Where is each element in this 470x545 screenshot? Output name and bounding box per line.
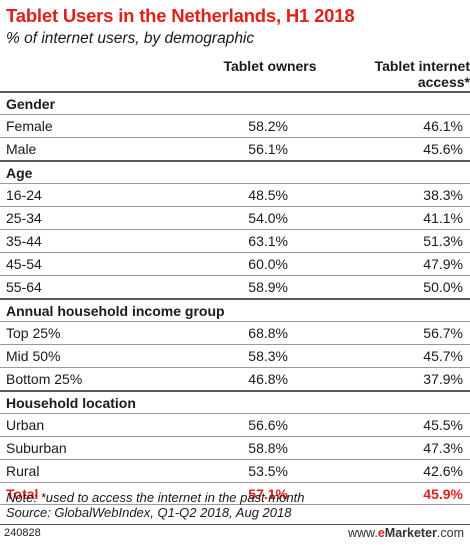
table-row: 35-44 63.1% 51.3% xyxy=(0,229,470,252)
total-row: Total 57.1% 45.9% xyxy=(0,482,470,505)
group-header-row: Age xyxy=(0,160,470,183)
row-label: Urban xyxy=(6,417,45,433)
column-header-tablet-owners: Tablet owners xyxy=(223,58,317,74)
table-row: Female 58.2% 46.1% xyxy=(0,114,470,137)
tablet-internet-access-value: 37.9% xyxy=(423,371,463,387)
tablet-owners-value: 68.8% xyxy=(248,325,288,341)
row-label: Top 25% xyxy=(6,325,61,341)
table-row: Top 25% 68.8% 56.7% xyxy=(0,321,470,344)
tablet-internet-access-value: 38.3% xyxy=(423,187,463,203)
row-label: Female xyxy=(6,118,53,134)
footer-divider xyxy=(0,524,470,525)
tablet-owners-value: 48.5% xyxy=(248,187,288,203)
tablet-internet-access-value: 45.6% xyxy=(423,141,463,157)
group-header-row: Household location xyxy=(0,390,470,413)
row-label: Bottom 25% xyxy=(6,371,83,387)
row-label: 35-44 xyxy=(6,233,42,249)
tablet-internet-access-value: 41.1% xyxy=(423,210,463,226)
tablet-owners-value: 56.6% xyxy=(248,417,288,433)
row-label: 45-54 xyxy=(6,256,42,272)
note-text: Note: *used to access the internet in th… xyxy=(6,490,305,505)
group-label: Gender xyxy=(6,96,56,112)
tablet-owners-value: 53.5% xyxy=(248,463,288,479)
table-row: Urban 56.6% 45.5% xyxy=(0,413,470,436)
tablet-owners-value: 58.2% xyxy=(248,118,288,134)
row-label: 55-64 xyxy=(6,279,42,295)
source-text: Source: GlobalWebIndex, Q1-Q2 2018, Aug … xyxy=(6,505,292,520)
tablet-owners-value: 46.8% xyxy=(248,371,288,387)
tablet-internet-access-value: 47.9% xyxy=(423,256,463,272)
brand-e: e xyxy=(377,526,385,540)
tablet-internet-access-value: 45.5% xyxy=(423,417,463,433)
data-table: Gender Female 58.2% 46.1% Male 56.1% 45.6% Age 1… xyxy=(0,91,470,505)
row-label: 16-24 xyxy=(6,187,42,203)
tablet-owners-value: 58.9% xyxy=(248,279,288,295)
tablet-owners-value: 60.0% xyxy=(248,256,288,272)
row-label: Mid 50% xyxy=(6,348,61,364)
tablet-owners-value: 54.0% xyxy=(248,210,288,226)
tablet-internet-access-value: 56.7% xyxy=(423,325,463,341)
tablet-internet-access-value: 51.3% xyxy=(423,233,463,249)
table-row: 25-34 54.0% 41.1% xyxy=(0,206,470,229)
group-label: Household location xyxy=(6,395,136,411)
table-row: Rural 53.5% 42.6% xyxy=(0,459,470,482)
emarketer-logo[interactable]: www.eMarketer.com xyxy=(348,526,464,540)
total-tablet-owners-value: 57.1% xyxy=(248,486,288,502)
table-row: Male 56.1% 45.6% xyxy=(0,137,470,160)
row-label: 25-34 xyxy=(6,210,42,226)
chart-title: Tablet Users in the Netherlands, H1 2018 xyxy=(6,5,355,26)
tablet-internet-access-value: 42.6% xyxy=(423,463,463,479)
table-row: Bottom 25% 46.8% 37.9% xyxy=(0,367,470,390)
row-label: Rural xyxy=(6,463,40,479)
tablet-owners-value: 58.3% xyxy=(248,348,288,364)
footnote: Note: *used to access the internet in th… xyxy=(6,490,304,520)
tablet-owners-value: 63.1% xyxy=(248,233,288,249)
brand-suffix: .com xyxy=(436,526,464,540)
group-header-row: Gender xyxy=(0,91,470,114)
brand-name: Marketer xyxy=(384,526,437,540)
table-row: 45-54 60.0% 47.9% xyxy=(0,252,470,275)
row-label: Suburban xyxy=(6,440,67,456)
table-row: Suburban 58.8% 47.3% xyxy=(0,436,470,459)
group-header-row: Annual household income group xyxy=(0,298,470,321)
tablet-owners-value: 56.1% xyxy=(248,141,288,157)
table-row: 16-24 48.5% 38.3% xyxy=(0,183,470,206)
tablet-owners-value: 58.8% xyxy=(248,440,288,456)
row-label: Male xyxy=(6,141,37,157)
tablet-internet-access-value: 45.7% xyxy=(423,348,463,364)
table-row: 55-64 58.9% 50.0% xyxy=(0,275,470,298)
chart-id: 240828 xyxy=(4,527,41,539)
total-tablet-internet-access-value: 45.9% xyxy=(423,486,463,502)
tablet-internet-access-value: 46.1% xyxy=(423,118,463,134)
column-header-tablet-internet-access: Tablet internet access* xyxy=(374,58,470,90)
tablet-internet-access-value: 50.0% xyxy=(423,279,463,295)
chart-subtitle: % of internet users, by demographic xyxy=(6,30,255,47)
tablet-internet-access-value: 47.3% xyxy=(423,440,463,456)
table-row: Mid 50% 58.3% 45.7% xyxy=(0,344,470,367)
group-label: Annual household income group xyxy=(6,303,225,319)
group-label: Age xyxy=(6,165,33,181)
total-label: Total xyxy=(6,486,39,502)
brand-prefix: www. xyxy=(347,526,378,540)
